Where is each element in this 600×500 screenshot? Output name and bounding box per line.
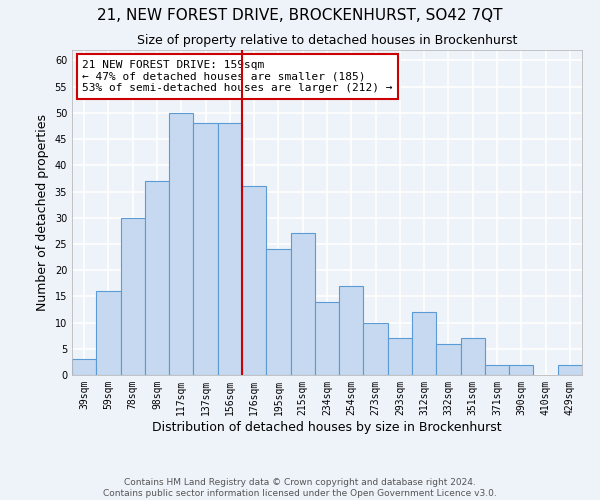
Bar <box>145 181 169 375</box>
Bar <box>461 338 485 375</box>
Bar <box>121 218 145 375</box>
X-axis label: Distribution of detached houses by size in Brockenhurst: Distribution of detached houses by size … <box>152 420 502 434</box>
Bar <box>412 312 436 375</box>
Text: 21 NEW FOREST DRIVE: 159sqm
← 47% of detached houses are smaller (185)
53% of se: 21 NEW FOREST DRIVE: 159sqm ← 47% of det… <box>82 60 392 93</box>
Bar <box>436 344 461 375</box>
Bar <box>169 113 193 375</box>
Bar <box>193 124 218 375</box>
Bar <box>364 322 388 375</box>
Bar <box>266 249 290 375</box>
Bar <box>509 364 533 375</box>
Bar <box>388 338 412 375</box>
Bar <box>290 234 315 375</box>
Bar <box>558 364 582 375</box>
Bar <box>242 186 266 375</box>
Bar <box>315 302 339 375</box>
Text: 21, NEW FOREST DRIVE, BROCKENHURST, SO42 7QT: 21, NEW FOREST DRIVE, BROCKENHURST, SO42… <box>97 8 503 22</box>
Y-axis label: Number of detached properties: Number of detached properties <box>36 114 49 311</box>
Title: Size of property relative to detached houses in Brockenhurst: Size of property relative to detached ho… <box>137 34 517 48</box>
Bar <box>339 286 364 375</box>
Bar <box>96 291 121 375</box>
Text: Contains HM Land Registry data © Crown copyright and database right 2024.
Contai: Contains HM Land Registry data © Crown c… <box>103 478 497 498</box>
Bar <box>485 364 509 375</box>
Bar <box>72 360 96 375</box>
Bar <box>218 124 242 375</box>
